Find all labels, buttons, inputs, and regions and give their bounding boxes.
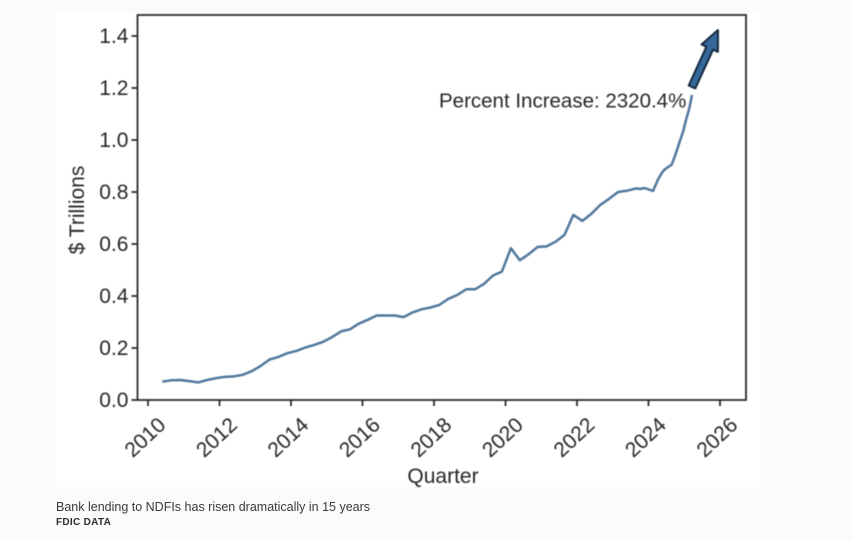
svg-text:2010: 2010 bbox=[120, 413, 170, 462]
svg-text:0.6: 0.6 bbox=[99, 233, 128, 256]
svg-text:2026: 2026 bbox=[692, 413, 742, 462]
svg-text:0.2: 0.2 bbox=[99, 337, 128, 360]
svg-text:Percent Increase: 2320.4%: Percent Increase: 2320.4% bbox=[439, 90, 686, 113]
svg-text:2020: 2020 bbox=[478, 413, 528, 462]
svg-text:Quarter: Quarter bbox=[407, 465, 478, 487]
svg-text:1.2: 1.2 bbox=[99, 77, 128, 100]
svg-text:2016: 2016 bbox=[335, 413, 385, 462]
svg-text:1.4: 1.4 bbox=[99, 25, 129, 48]
svg-text:1.0: 1.0 bbox=[99, 129, 128, 152]
svg-text:0.4: 0.4 bbox=[99, 285, 129, 308]
svg-text:2024: 2024 bbox=[621, 413, 671, 462]
svg-text:0.8: 0.8 bbox=[99, 181, 128, 204]
svg-text:0.0: 0.0 bbox=[99, 389, 128, 412]
svg-text:$ Trillions: $ Trillions bbox=[66, 166, 89, 255]
svg-text:2014: 2014 bbox=[263, 413, 313, 462]
svg-text:2018: 2018 bbox=[406, 413, 456, 462]
svg-text:2012: 2012 bbox=[192, 413, 242, 462]
svg-text:2022: 2022 bbox=[549, 413, 599, 462]
